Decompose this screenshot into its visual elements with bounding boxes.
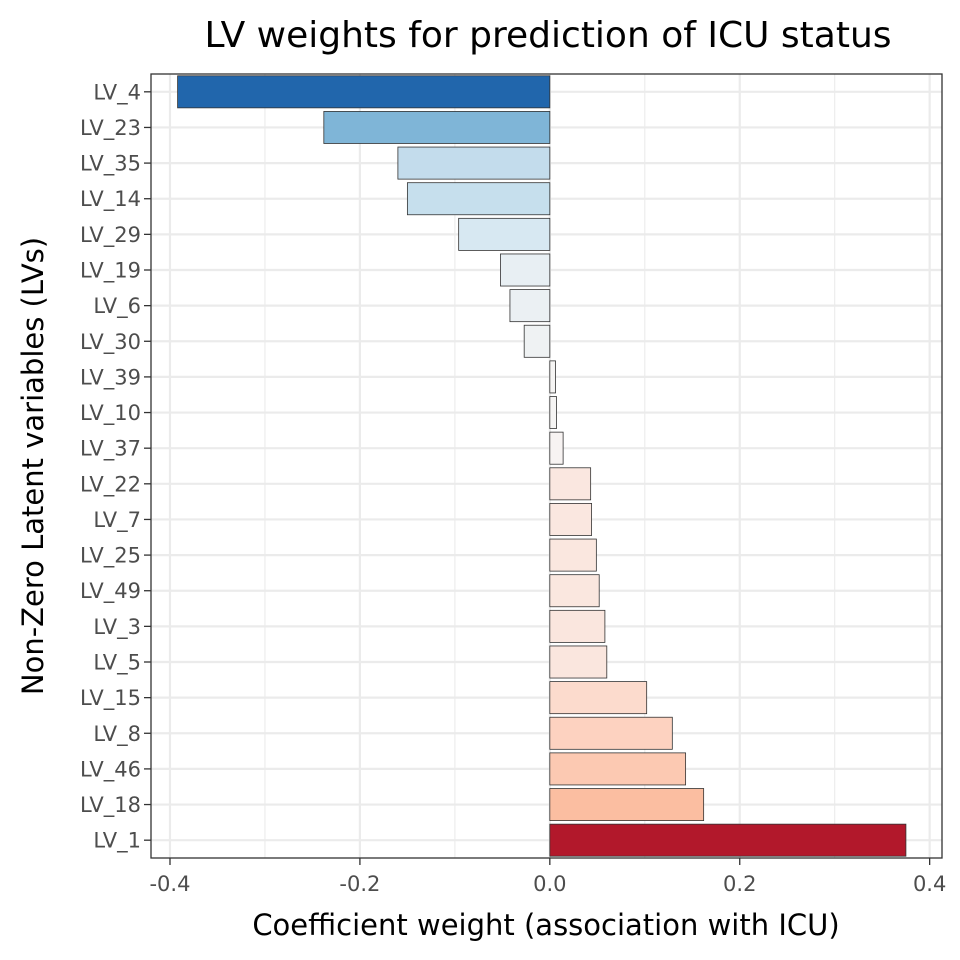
bar-lv-46 bbox=[549, 752, 687, 786]
bar-lv-7 bbox=[549, 503, 593, 536]
x-tick-label: 0.2 bbox=[723, 872, 756, 896]
y-tick-label: LV_30 bbox=[80, 330, 141, 355]
y-tick-label: LV_10 bbox=[80, 401, 141, 426]
y-tick-label: LV_39 bbox=[80, 365, 141, 390]
bar-lv-4 bbox=[177, 75, 551, 109]
y-tick-label: LV_7 bbox=[93, 508, 141, 533]
x-axis: -0.4 -0.2 0.0 0.2 0.4 bbox=[149, 858, 946, 896]
bar-lv-23 bbox=[323, 111, 551, 144]
bars bbox=[177, 75, 907, 857]
bar-lv-49 bbox=[549, 574, 600, 608]
x-tick-label: -0.2 bbox=[339, 872, 380, 896]
bar-lv-30 bbox=[523, 324, 551, 358]
bar-lv-29 bbox=[458, 217, 551, 251]
bar-lv-25 bbox=[549, 538, 597, 572]
x-axis-title: Coefficient weight (association with ICU… bbox=[252, 908, 839, 942]
bar-lv-8 bbox=[549, 716, 673, 750]
y-tick-label: LV_1 bbox=[93, 829, 141, 854]
y-tick-label: LV_18 bbox=[80, 793, 141, 818]
x-tick-label: 0.4 bbox=[913, 872, 946, 896]
y-tick-label: LV_8 bbox=[93, 722, 141, 747]
bar-lv-37 bbox=[549, 431, 564, 465]
y-tick-label: LV_49 bbox=[80, 579, 141, 604]
bar-lv-22 bbox=[549, 467, 592, 501]
bar-lv-14 bbox=[406, 182, 551, 216]
bar-lv-35 bbox=[397, 146, 551, 180]
chart-title: LV weights for prediction of ICU status bbox=[204, 15, 891, 56]
bar-lv-5 bbox=[549, 645, 608, 679]
bar-lv-10 bbox=[549, 396, 557, 429]
x-tick-label: -0.4 bbox=[149, 872, 190, 896]
y-axis: LV_4 LV_23 LV_35 LV_14 LV_29 LV_19 LV_6 LV_30 LV… bbox=[80, 80, 151, 854]
y-tick-label: LV_5 bbox=[93, 651, 141, 676]
x-tick-label: 0.0 bbox=[533, 872, 566, 896]
bar-lv-1 bbox=[549, 823, 907, 857]
y-axis-title: Non-Zero Latent variables (LVs) bbox=[16, 237, 50, 695]
bar-lv-3 bbox=[549, 609, 606, 643]
bar-lv-19 bbox=[500, 253, 551, 287]
y-tick-label: LV_19 bbox=[80, 259, 141, 284]
bar-lv-15 bbox=[549, 681, 648, 715]
y-tick-label: LV_3 bbox=[93, 615, 141, 640]
bar-lv-39 bbox=[549, 360, 556, 394]
y-tick-label: LV_25 bbox=[80, 544, 141, 569]
y-tick-label: LV_6 bbox=[93, 294, 141, 319]
y-tick-label: LV_14 bbox=[80, 187, 141, 212]
y-tick-label: LV_35 bbox=[80, 152, 141, 177]
y-tick-label: LV_4 bbox=[93, 80, 141, 105]
y-tick-label: LV_15 bbox=[80, 686, 141, 711]
bar-lv-6 bbox=[509, 289, 551, 323]
y-tick-label: LV_29 bbox=[80, 223, 141, 248]
panel-border bbox=[150, 73, 943, 859]
bar-lv-18 bbox=[549, 788, 705, 821]
y-tick-label: LV_23 bbox=[80, 116, 141, 141]
y-tick-label: LV_46 bbox=[80, 757, 141, 782]
y-tick-label: LV_37 bbox=[80, 437, 141, 462]
y-tick-label: LV_22 bbox=[80, 472, 141, 497]
